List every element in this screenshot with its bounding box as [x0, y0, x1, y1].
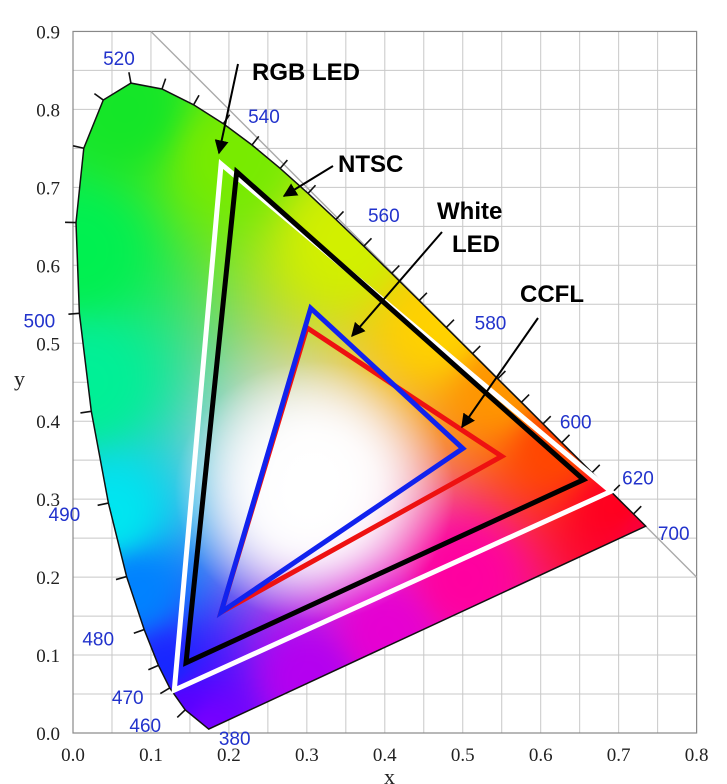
y-tick-label: 0.3: [36, 490, 60, 511]
callout-arrow: [214, 63, 239, 155]
wavelength-tick: [363, 237, 373, 247]
wavelength-tick: [391, 265, 400, 274]
x-tick-label: 0.3: [295, 745, 319, 766]
wavelength-tick: [128, 72, 132, 84]
wavelength-tick: [471, 345, 481, 355]
wavelength-tick: [159, 687, 171, 695]
wavelength-tick: [520, 393, 530, 403]
x-tick-label: 0.7: [607, 745, 631, 766]
triangle-white-led: [216, 303, 467, 619]
wavelength-tick: [591, 464, 601, 474]
wavelength-label: 540: [248, 107, 280, 128]
wavelength-tick: [97, 502, 109, 507]
wavelength-label: 480: [82, 630, 114, 651]
y-tick-label: 0.5: [36, 334, 60, 355]
callout-ntsc: NTSC: [338, 151, 403, 178]
wavelength-tick: [307, 184, 317, 194]
callout-arrow: [282, 165, 334, 197]
wavelength-tick: [133, 628, 145, 635]
wavelength-tick: [279, 159, 288, 169]
wavelength-label: 520: [103, 49, 135, 70]
x-tick-label: 0.1: [139, 745, 163, 766]
white-point-glow: [174, 361, 455, 622]
wavelength-tick: [68, 312, 80, 316]
axis-ticks: 0.0 0.1 0.2 0.3 0.4 0.5 0.6 0.7 0.8 0.0 0.1 0.2 0.3 0…: [36, 22, 708, 766]
x-tick-label: 0.2: [217, 745, 241, 766]
wavelength-tick: [72, 145, 85, 149]
wavelength-tick: [542, 415, 552, 425]
plot-border: [72, 30, 698, 734]
wavelength-label: 460: [129, 716, 161, 737]
callout-arrow: [351, 231, 443, 338]
x-tick-label: 0.8: [685, 745, 709, 766]
wavelength-tick: [251, 135, 260, 146]
wavelength-label: 600: [560, 413, 592, 434]
callout-white-led-line2: LED: [452, 231, 500, 258]
y-tick-label: 0.2: [36, 568, 60, 589]
x-tick-label: 0.4: [373, 745, 397, 766]
callout-rgb-led: RGB LED: [252, 59, 360, 86]
y-tick-label: 0.9: [36, 22, 60, 43]
wavelength-label: 380: [219, 729, 251, 750]
wavelength-tick: [192, 94, 200, 106]
wavelength-tick: [632, 505, 642, 515]
wavelength-label: 500: [24, 311, 56, 332]
wavelength-labels: 520 540 560 580 600 620 700 500 490 480 470 460 380: [24, 49, 690, 750]
spectral-locus-outline: [75, 82, 647, 730]
x-axis-label: x: [384, 764, 395, 784]
wavelength-tick: [335, 210, 345, 220]
x-tick-label: 0.6: [529, 745, 553, 766]
wavelength-label: 490: [49, 505, 81, 526]
wavelength-tick: [161, 78, 167, 90]
wavelength-label: 620: [622, 469, 654, 490]
y-axis-label: y: [14, 366, 25, 391]
wavelength-label: 560: [368, 206, 400, 227]
y-tick-label: 0.6: [36, 256, 60, 277]
wavelength-ticks: [65, 72, 642, 718]
wavelength-tick: [148, 664, 159, 671]
callout-arrow: [461, 317, 539, 429]
callout-white-led: White LED: [437, 198, 509, 258]
y-tick-label: 0.8: [36, 100, 60, 121]
wavelength-tick: [445, 319, 455, 329]
wavelength-tick: [115, 575, 127, 581]
wavelength-tick: [176, 709, 186, 718]
y-tick-label: 0.4: [36, 412, 60, 433]
wavelength-tick: [418, 292, 428, 302]
wavelength-tick: [80, 410, 92, 414]
wavelength-tick: [93, 92, 104, 101]
y-tick-label: 0.7: [36, 178, 60, 199]
y-tick-label: 0.1: [36, 646, 60, 667]
wavelength-label: 580: [475, 314, 507, 335]
callouts: RGB LED NTSC White LED CCFL: [214, 59, 584, 429]
y-tick-label: 0.0: [36, 724, 60, 745]
x-tick-label: 0.0: [61, 745, 85, 766]
wavelength-tick: [497, 370, 506, 380]
callout-white-led-line1: White: [437, 198, 502, 225]
wavelength-label: 470: [112, 688, 144, 709]
gamut-triangles: [171, 159, 616, 695]
triangle-ntsc: [183, 166, 589, 667]
wavelength-tick: [561, 434, 571, 444]
wavelength-label: 700: [658, 524, 690, 545]
x-tick-label: 0.5: [451, 745, 475, 766]
callout-ccfl: CCFL: [520, 281, 584, 308]
